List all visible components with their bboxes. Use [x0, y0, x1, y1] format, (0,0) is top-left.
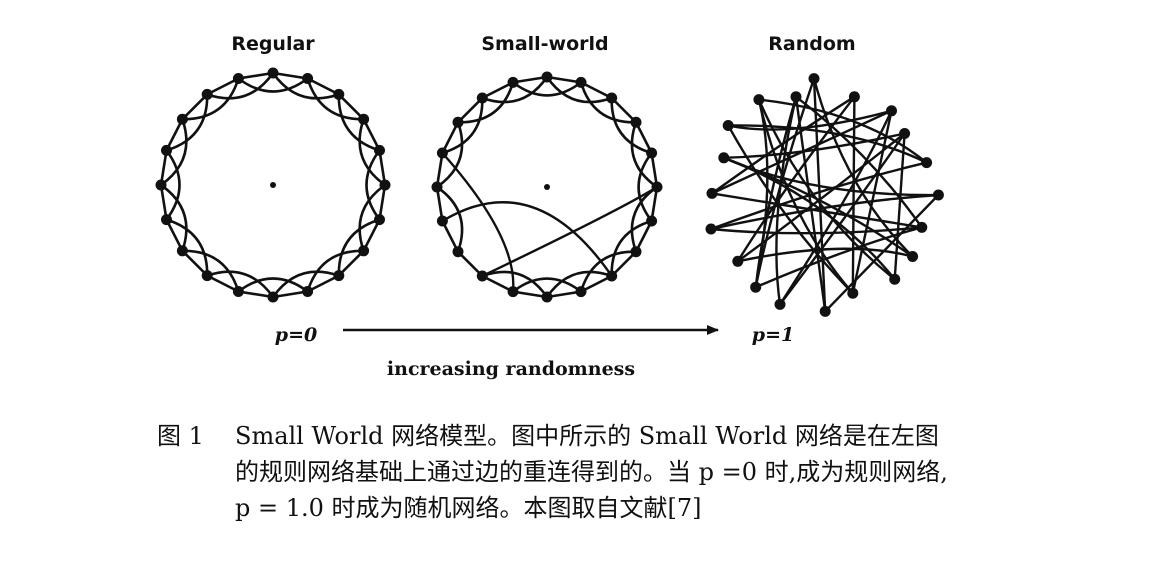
- network-node: [791, 91, 802, 102]
- network-node: [453, 246, 464, 257]
- network-edge: [167, 150, 180, 219]
- network-node: [921, 157, 932, 168]
- network-node: [849, 91, 860, 102]
- network-node: [161, 214, 172, 225]
- small-world-figure: Regular Small-world Random p=0 p=1 incre…: [0, 0, 1160, 400]
- network-edge: [238, 79, 307, 92]
- network-node: [646, 148, 657, 159]
- rewired-edge: [895, 134, 905, 280]
- network-node: [889, 274, 900, 285]
- network-node: [576, 286, 587, 297]
- network-node: [753, 94, 764, 105]
- network-node: [576, 77, 587, 88]
- network-node: [437, 216, 448, 227]
- network-node: [177, 245, 188, 256]
- rewired-edge: [738, 97, 855, 261]
- network-node: [646, 216, 657, 227]
- network-node: [606, 271, 617, 282]
- network-node: [933, 190, 944, 201]
- network-node: [750, 282, 761, 293]
- network-node: [732, 256, 743, 267]
- network-node: [916, 222, 927, 233]
- network-node: [907, 251, 918, 262]
- network-node: [358, 245, 369, 256]
- network-node: [358, 114, 369, 125]
- network-node: [631, 117, 642, 128]
- network-node: [432, 182, 443, 193]
- network-edge: [367, 150, 380, 219]
- regular-network-graph: [156, 68, 391, 303]
- center-dot: [270, 182, 276, 188]
- rewired-edge: [853, 97, 855, 293]
- network-node: [508, 77, 519, 88]
- network-node: [333, 89, 344, 100]
- network-edge: [513, 82, 581, 95]
- network-node: [477, 271, 488, 282]
- center-dot: [544, 184, 550, 190]
- small-world-network-graph: [432, 72, 663, 303]
- network-node: [631, 246, 642, 257]
- small-world-panel-title: Small-world: [481, 33, 608, 55]
- random-panel-title: Random: [768, 33, 855, 55]
- regular-panel-title: Regular: [231, 33, 315, 55]
- network-node: [437, 148, 448, 159]
- network-edge: [238, 279, 307, 292]
- network-node: [233, 286, 244, 297]
- network-node: [268, 68, 279, 79]
- network-node: [374, 145, 385, 156]
- network-edge: [513, 279, 581, 292]
- network-node: [177, 114, 188, 125]
- p-one-label: p=1: [752, 324, 794, 346]
- network-node: [652, 182, 663, 193]
- network-node: [302, 73, 313, 84]
- caption-text: Small World 网络模型。图中所示的 Small World 网络是在左…: [235, 418, 955, 526]
- network-node: [202, 89, 213, 100]
- network-node: [723, 120, 734, 131]
- random-network-graph: [706, 73, 944, 317]
- rewired-edge: [442, 202, 611, 276]
- network-node: [606, 93, 617, 104]
- network-edge: [639, 153, 652, 221]
- network-node: [380, 180, 391, 191]
- network-node: [477, 93, 488, 104]
- network-node: [268, 292, 279, 303]
- network-node: [161, 145, 172, 156]
- network-node: [333, 270, 344, 281]
- network-node: [706, 224, 717, 235]
- network-node: [820, 306, 831, 317]
- network-node: [374, 214, 385, 225]
- network-node: [707, 188, 718, 199]
- network-node: [718, 152, 729, 163]
- network-node: [886, 105, 897, 116]
- network-node: [542, 292, 553, 303]
- network-node: [847, 288, 858, 299]
- caption-figure-number: 图 1: [157, 418, 237, 454]
- network-node: [233, 73, 244, 84]
- increasing-randomness-label: increasing randomness: [387, 358, 635, 380]
- network-node: [508, 286, 519, 297]
- network-node: [775, 299, 786, 310]
- network-node: [202, 270, 213, 281]
- p-zero-label: p=0: [275, 324, 317, 346]
- network-node: [156, 180, 167, 191]
- network-node: [302, 286, 313, 297]
- network-node: [899, 128, 910, 139]
- network-node: [809, 73, 820, 84]
- network-node: [542, 72, 553, 83]
- network-node: [453, 117, 464, 128]
